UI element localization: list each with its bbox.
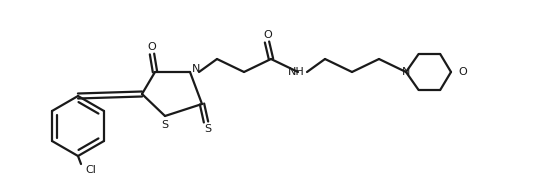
Text: N: N bbox=[402, 67, 410, 77]
Text: S: S bbox=[204, 124, 212, 134]
Text: O: O bbox=[458, 67, 467, 77]
Text: S: S bbox=[162, 120, 169, 130]
Text: Cl: Cl bbox=[85, 165, 96, 175]
Text: O: O bbox=[147, 42, 156, 52]
Text: NH: NH bbox=[288, 67, 304, 77]
Text: O: O bbox=[264, 30, 272, 40]
Text: N: N bbox=[192, 64, 200, 74]
